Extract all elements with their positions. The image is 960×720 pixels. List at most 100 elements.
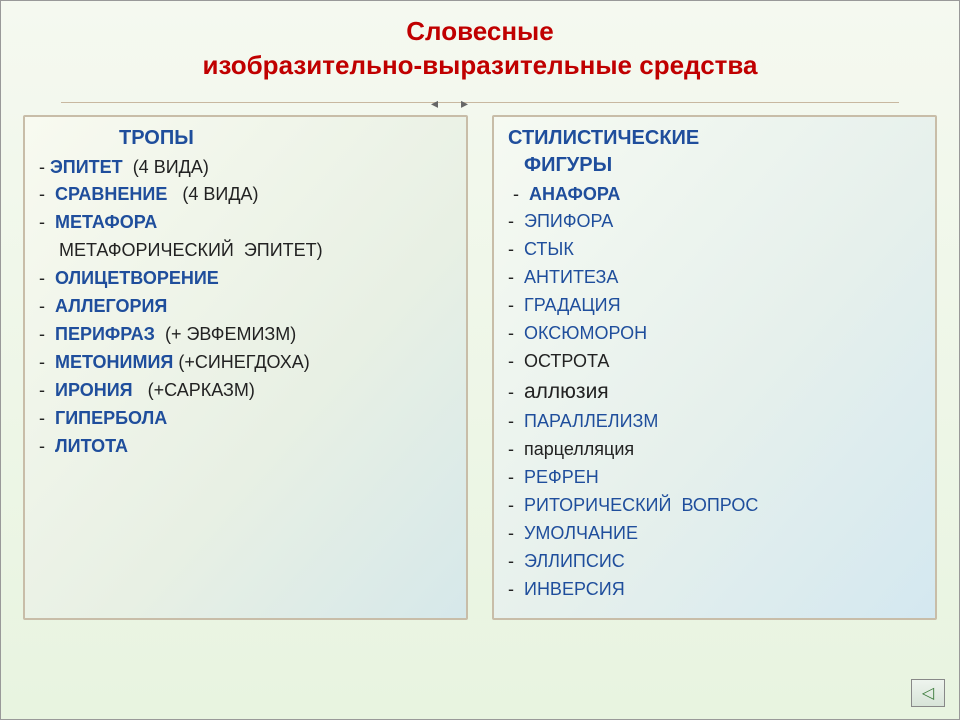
item-dash: -	[508, 439, 524, 459]
right-item: - АНАФОРА	[508, 181, 921, 209]
item-dash: -	[508, 184, 529, 204]
item-dash: -	[39, 268, 55, 288]
right-item: - УМОЛЧАНИЕ	[508, 520, 921, 548]
right-item: - ОКСЮМОРОН	[508, 320, 921, 348]
item-term: МЕТАФОРА	[55, 212, 157, 232]
left-item: - СРАВНЕНИЕ (4 ВИДА)	[39, 181, 452, 209]
left-header: ТРОПЫ	[39, 127, 452, 150]
nav-back-icon: ◁	[922, 683, 934, 703]
arrow-left-icon: ◂	[431, 95, 438, 112]
item-term: СРАВНЕНИЕ	[55, 184, 182, 204]
item-dash: -	[508, 411, 524, 431]
item-dash: -	[39, 296, 55, 316]
right-item: - ЭЛЛИПСИС	[508, 548, 921, 576]
item-dash: -	[508, 551, 524, 571]
right-item: - РЕФРЕН	[508, 464, 921, 492]
right-item: - парцелляция	[508, 436, 921, 464]
item-dash: -	[508, 239, 524, 259]
item-term: парцелляция	[524, 439, 634, 459]
item-term: АЛЛЕГОРИЯ	[55, 296, 167, 316]
columns-container: ТРОПЫ - ЭПИТЕТ (4 ВИДА)- СРАВНЕНИЕ (4 ВИ…	[1, 115, 959, 620]
right-item: - АНТИТЕЗА	[508, 264, 921, 292]
item-dash: -	[508, 211, 524, 231]
item-term: АНТИТЕЗА	[524, 267, 618, 287]
item-term: ЭПИТЕТ	[50, 157, 133, 177]
right-item: - аллюзия	[508, 376, 921, 409]
item-note: (+САРКАЗМ)	[148, 380, 255, 400]
left-item: - ЛИТОТА	[39, 433, 452, 461]
left-items: - ЭПИТЕТ (4 ВИДА)- СРАВНЕНИЕ (4 ВИДА)- М…	[39, 154, 452, 461]
divider: ◂ ▸	[61, 95, 899, 109]
item-note: (+ ЭВФЕМИЗМ)	[165, 324, 296, 344]
item-dash: -	[39, 212, 55, 232]
right-item: - ГРАДАЦИЯ	[508, 292, 921, 320]
right-item: - СТЫК	[508, 236, 921, 264]
item-dash: -	[39, 408, 55, 428]
item-dash: -	[39, 157, 50, 177]
left-item: - ГИПЕРБОЛА	[39, 405, 452, 433]
item-note: (4 ВИДА)	[182, 184, 258, 204]
arrow-right-icon: ▸	[461, 95, 468, 112]
left-item: - АЛЛЕГОРИЯ	[39, 293, 452, 321]
right-item: - ИНВЕРСИЯ	[508, 576, 921, 604]
left-item: - МЕТАФОРА	[39, 209, 452, 237]
item-dash: -	[508, 495, 524, 515]
item-term: аллюзия	[524, 380, 609, 403]
title-line-2: изобразительно-выразительные средства	[21, 49, 939, 83]
item-dash: -	[39, 352, 55, 372]
item-term: УМОЛЧАНИЕ	[524, 523, 638, 543]
right-item: - РИТОРИЧЕСКИЙ ВОПРОС	[508, 492, 921, 520]
item-term: ОЛИЦЕТВОРЕНИЕ	[55, 268, 219, 288]
item-term: ИРОНИЯ	[55, 380, 148, 400]
left-item: - ПЕРИФРАЗ (+ ЭВФЕМИЗМ)	[39, 321, 452, 349]
right-item: - ЭПИФОРА	[508, 208, 921, 236]
right-column: СТИЛИСТИЧЕСКИЕ ФИГУРЫ - АНАФОРА- ЭПИФОРА…	[492, 115, 937, 620]
right-header-2: ФИГУРЫ	[508, 154, 921, 177]
item-dash: -	[508, 467, 524, 487]
item-term: ГРАДАЦИЯ	[524, 295, 621, 315]
item-term: ПАРАЛЛЕЛИЗМ	[524, 411, 658, 431]
left-item: - ОЛИЦЕТВОРЕНИЕ	[39, 265, 452, 293]
left-column: ТРОПЫ - ЭПИТЕТ (4 ВИДА)- СРАВНЕНИЕ (4 ВИ…	[23, 115, 468, 620]
item-dash: -	[508, 382, 524, 402]
item-note: МЕТАФОРИЧЕСКИЙ ЭПИТЕТ)	[59, 240, 323, 260]
item-dash: -	[39, 324, 55, 344]
item-dash: -	[508, 267, 524, 287]
item-dash: -	[39, 436, 55, 456]
item-dash: -	[508, 523, 524, 543]
item-note: (+СИНЕГДОХА)	[178, 352, 309, 372]
slide-title: Словесные изобразительно-выразительные с…	[1, 1, 959, 93]
right-header-1: СТИЛИСТИЧЕСКИЕ	[508, 127, 921, 150]
item-dash	[39, 240, 59, 260]
item-dash: -	[508, 351, 524, 371]
item-dash: -	[39, 380, 55, 400]
item-dash: -	[508, 295, 524, 315]
item-term: РИТОРИЧЕСКИЙ ВОПРОС	[524, 495, 758, 515]
item-term: АНАФОРА	[529, 184, 620, 204]
nav-back-button[interactable]: ◁	[911, 679, 945, 707]
item-term: СТЫК	[524, 239, 574, 259]
item-term: ЭЛЛИПСИС	[524, 551, 625, 571]
left-item: МЕТАФОРИЧЕСКИЙ ЭПИТЕТ)	[39, 237, 452, 265]
item-term: ИНВЕРСИЯ	[524, 579, 625, 599]
item-term: ГИПЕРБОЛА	[55, 408, 167, 428]
item-dash: -	[508, 579, 524, 599]
item-note: (4 ВИДА)	[133, 157, 209, 177]
right-item: - ОСТРОТА	[508, 348, 921, 376]
item-term: МЕТОНИМИЯ	[55, 352, 178, 372]
divider-line	[61, 102, 899, 103]
right-items: - АНАФОРА- ЭПИФОРА- СТЫК- АНТИТЕЗА- ГРАД…	[508, 181, 921, 604]
item-term: ОСТРОТА	[524, 351, 609, 371]
item-term: ЭПИФОРА	[524, 211, 613, 231]
right-item: - ПАРАЛЛЕЛИЗМ	[508, 408, 921, 436]
item-term: ЛИТОТА	[55, 436, 128, 456]
item-term: РЕФРЕН	[524, 467, 599, 487]
item-dash: -	[39, 184, 55, 204]
item-dash: -	[508, 323, 524, 343]
left-item: - МЕТОНИМИЯ (+СИНЕГДОХА)	[39, 349, 452, 377]
item-term: ПЕРИФРАЗ	[55, 324, 165, 344]
left-item: - ИРОНИЯ (+САРКАЗМ)	[39, 377, 452, 405]
item-term: ОКСЮМОРОН	[524, 323, 647, 343]
title-line-1: Словесные	[21, 15, 939, 49]
left-item: - ЭПИТЕТ (4 ВИДА)	[39, 154, 452, 182]
